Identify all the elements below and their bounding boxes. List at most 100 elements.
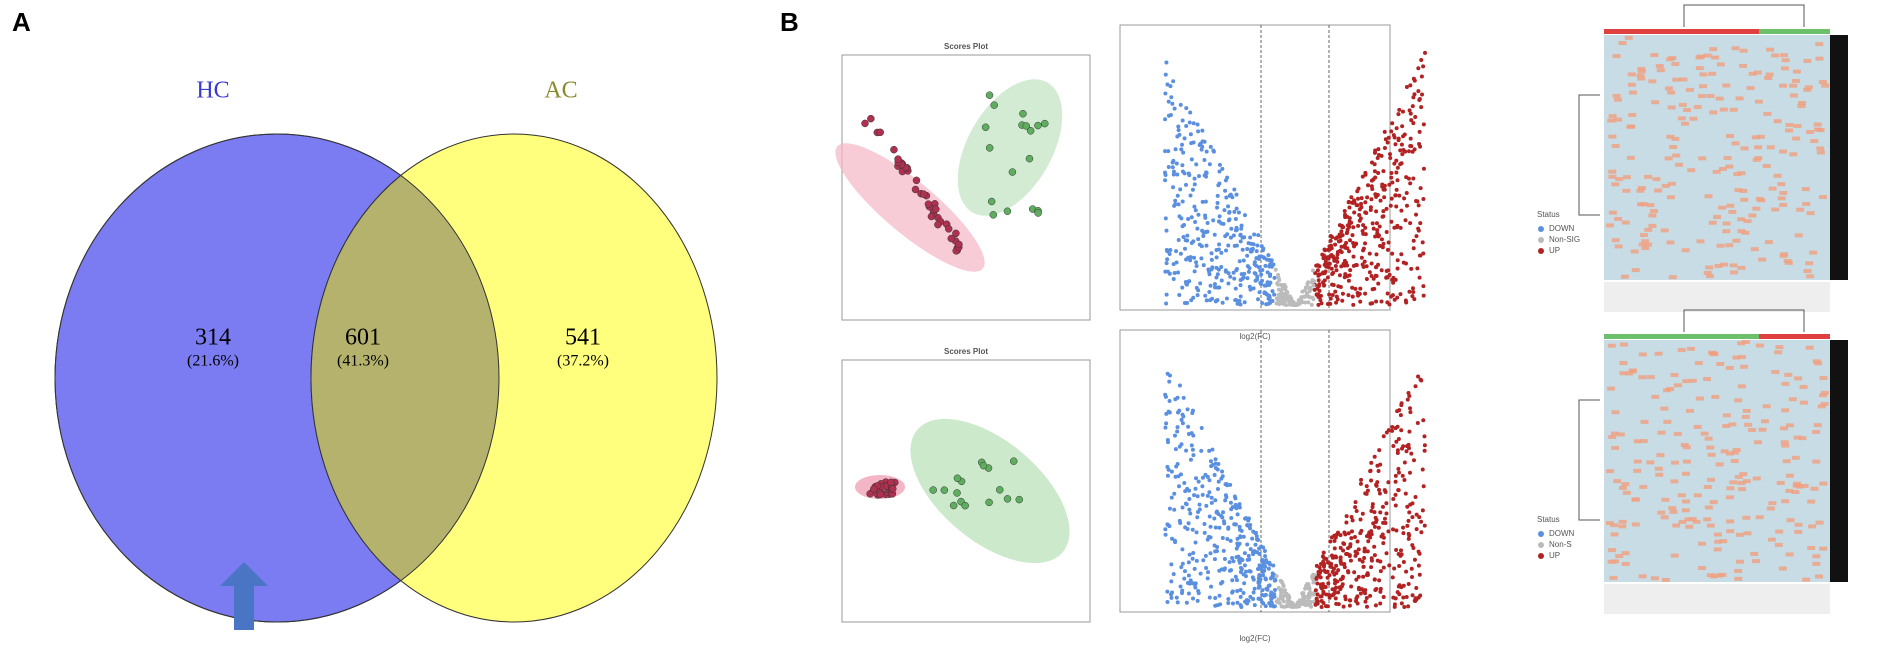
- dot: [1252, 260, 1257, 265]
- cell: [1687, 168, 1696, 173]
- dot: [1268, 562, 1273, 567]
- cell: [1703, 270, 1712, 275]
- dot: [1244, 569, 1249, 574]
- dot: [1271, 563, 1276, 568]
- cell: [1608, 434, 1617, 439]
- dot: [1238, 587, 1243, 592]
- dot: [1381, 434, 1386, 439]
- cell: [1797, 101, 1806, 106]
- dot: [1169, 562, 1174, 567]
- dot: [1262, 549, 1267, 554]
- dot: [1217, 169, 1222, 174]
- dot: [1213, 595, 1218, 600]
- dot: [1321, 600, 1326, 605]
- cell: [1714, 263, 1723, 268]
- cell: [1762, 163, 1771, 168]
- dot: [1422, 434, 1427, 439]
- dot: [1223, 493, 1228, 498]
- dot: [1197, 502, 1202, 507]
- dot: [1402, 460, 1407, 465]
- cell: [1789, 93, 1798, 98]
- dot: [1191, 453, 1196, 458]
- cell: [1613, 479, 1622, 484]
- dot: [876, 128, 885, 137]
- dot: [1369, 460, 1374, 465]
- dot: [1368, 469, 1373, 474]
- cell: [1610, 523, 1619, 528]
- cell: [1682, 459, 1691, 464]
- dot: [1365, 195, 1370, 200]
- dot: [1203, 229, 1208, 234]
- dot: [1391, 275, 1396, 280]
- axis-label: log2(FC): [1239, 634, 1270, 643]
- dot: [1163, 170, 1168, 175]
- cell: [1723, 156, 1732, 161]
- dot: [934, 220, 942, 229]
- cell: [1799, 400, 1808, 405]
- dot: [1416, 549, 1421, 554]
- cell: [1794, 522, 1803, 527]
- dot: [1268, 274, 1273, 279]
- dot: [1404, 84, 1409, 89]
- cell: [1803, 87, 1812, 92]
- dot: [1346, 278, 1351, 283]
- dot: [1408, 410, 1413, 415]
- cell: [1754, 99, 1763, 104]
- cell: [1621, 220, 1630, 225]
- dot: [1026, 127, 1035, 135]
- dot: [1334, 268, 1339, 273]
- cell: [1700, 431, 1709, 436]
- cell: [1767, 537, 1776, 542]
- cell: [1685, 408, 1694, 413]
- dot: [1267, 295, 1272, 300]
- dot: [1378, 569, 1383, 574]
- dot: [1356, 547, 1361, 552]
- dot: [1339, 233, 1344, 238]
- cell: [1785, 122, 1794, 127]
- dot: [1329, 535, 1334, 540]
- dot: [1200, 228, 1205, 233]
- cell: [1716, 361, 1725, 366]
- dot: [1192, 269, 1197, 274]
- dot: [1326, 560, 1331, 565]
- dot: [1245, 542, 1250, 547]
- dot: [1344, 520, 1349, 525]
- dot: [1318, 575, 1323, 580]
- dot: [1008, 168, 1017, 176]
- cell: [1816, 150, 1825, 155]
- dot: [1404, 569, 1409, 574]
- dot: [1206, 534, 1211, 539]
- dot: [1208, 459, 1213, 464]
- dot: [1372, 162, 1377, 167]
- cell: [1806, 274, 1815, 279]
- dot: [1167, 379, 1172, 384]
- cell: [1682, 445, 1691, 450]
- dot: [1346, 249, 1351, 254]
- cell: [1637, 76, 1646, 81]
- dot: [1292, 302, 1297, 307]
- cell: [1703, 517, 1712, 522]
- dot: [1309, 302, 1314, 307]
- dot: [1247, 266, 1252, 271]
- percent: (41.3%): [337, 353, 389, 370]
- dot: [1388, 203, 1393, 208]
- cell: [1651, 100, 1660, 105]
- dot: [1376, 262, 1381, 267]
- dot: [1348, 558, 1353, 563]
- cell: [1640, 419, 1649, 424]
- dot: [1355, 196, 1360, 201]
- dot: [1300, 597, 1305, 602]
- dot: [1022, 122, 1031, 130]
- cell: [1648, 223, 1657, 228]
- dot: [1213, 465, 1218, 470]
- dot: [1406, 390, 1411, 395]
- dot: [1384, 551, 1389, 556]
- dot: [1356, 293, 1361, 298]
- dot: [1185, 581, 1190, 586]
- cell: [1801, 187, 1810, 192]
- cell: [1722, 83, 1731, 88]
- dot: [1234, 227, 1239, 232]
- cell: [1785, 473, 1794, 478]
- dot: [1170, 165, 1175, 170]
- cell: [1729, 107, 1738, 112]
